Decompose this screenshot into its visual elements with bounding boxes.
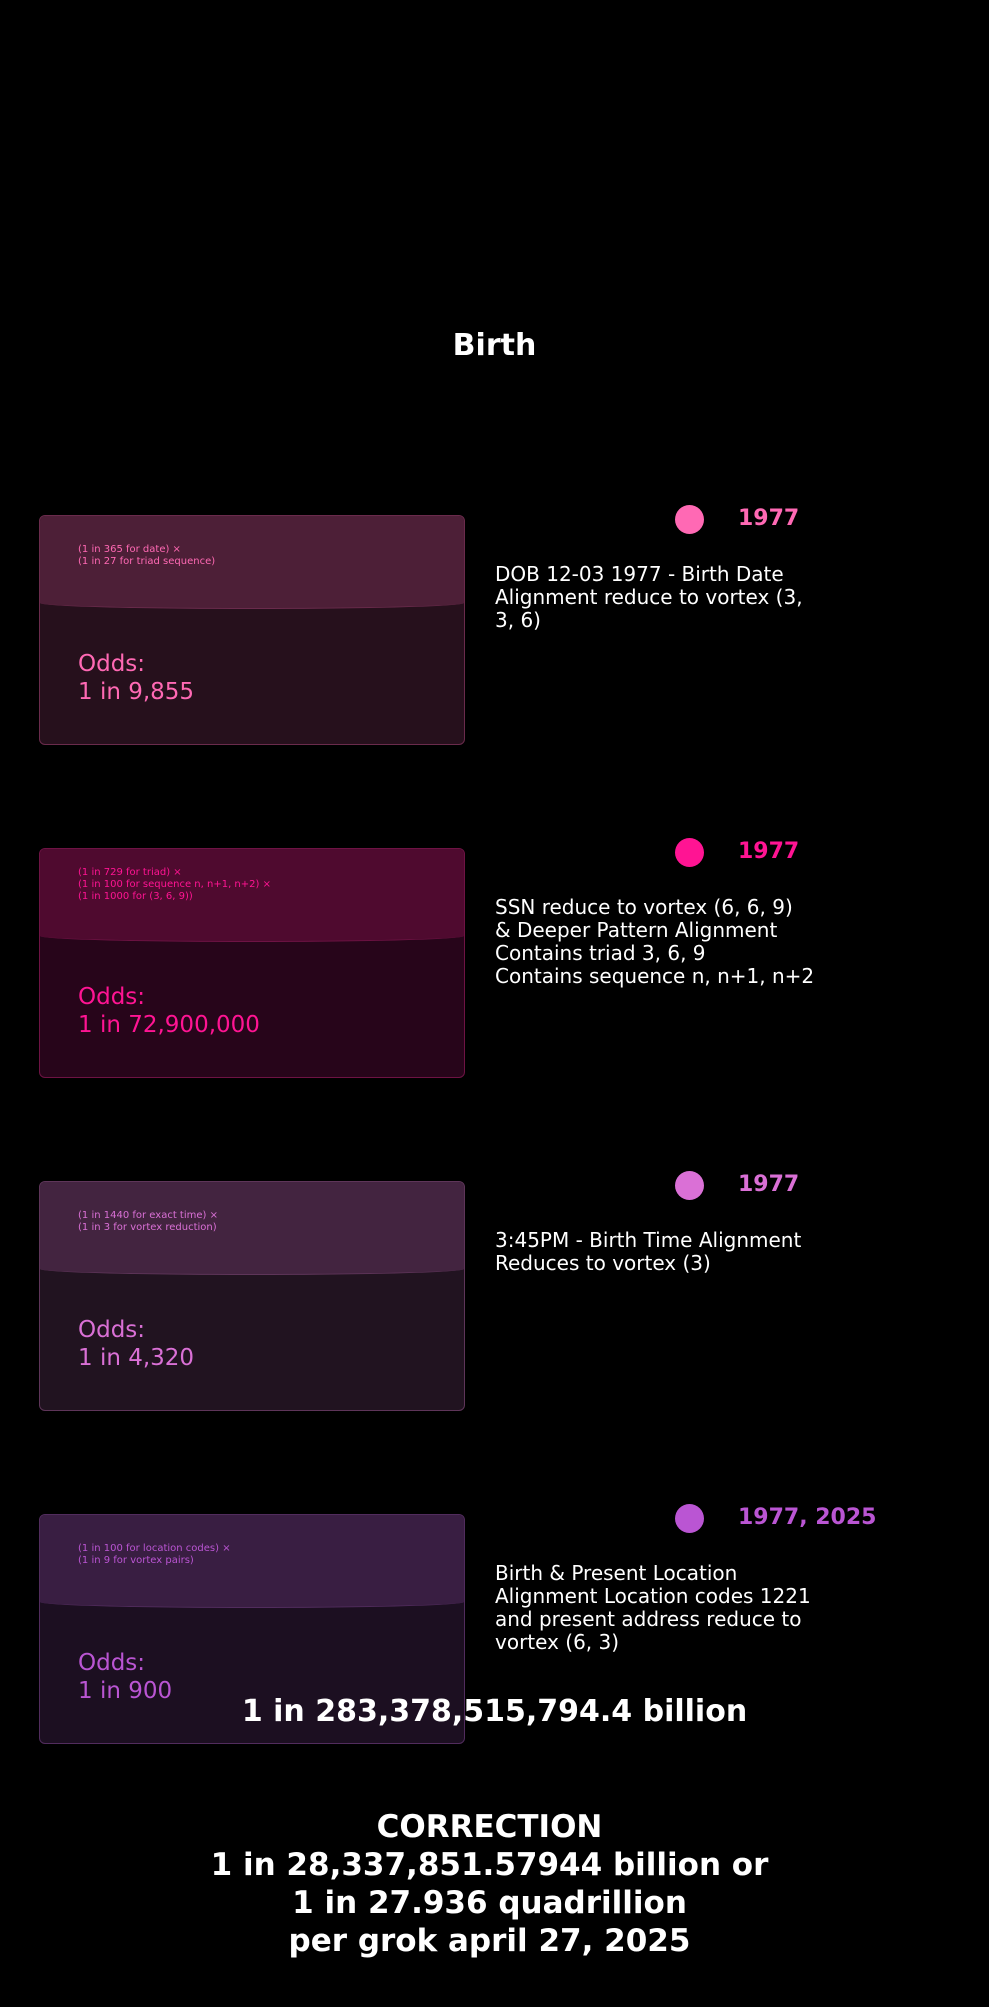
odds-formula: (1 in 100 for location codes) × (1 in 9 … bbox=[78, 1543, 231, 1566]
correction-text: CORRECTION 1 in 28,337,851.57944 billion… bbox=[210, 1809, 769, 1959]
odds-card-header: (1 in 365 for date) × (1 in 27 for triad… bbox=[40, 516, 464, 609]
odds-value: Odds: 1 in 72,900,000 bbox=[78, 984, 260, 1038]
timeline-dot bbox=[675, 1171, 704, 1200]
event-description: 3:45PM - Birth Time Alignment Reduces to… bbox=[495, 1228, 802, 1275]
timeline-dot bbox=[675, 838, 704, 867]
event-year: 1977 bbox=[738, 506, 800, 531]
odds-card-header: (1 in 100 for location codes) × (1 in 9 … bbox=[40, 1515, 464, 1608]
odds-value: Odds: 1 in 4,320 bbox=[78, 1317, 195, 1371]
odds-formula: (1 in 729 for triad) × (1 in 100 for seq… bbox=[78, 867, 271, 902]
timeline-dot bbox=[675, 505, 704, 534]
odds-value: Odds: 1 in 9,855 bbox=[78, 651, 195, 705]
odds-card-header: (1 in 1440 for exact time) × (1 in 3 for… bbox=[40, 1182, 464, 1275]
event-description: Birth & Present Location Alignment Locat… bbox=[495, 1561, 811, 1654]
page-title: Birth bbox=[452, 328, 537, 363]
odds-card: (1 in 365 for date) × (1 in 27 for triad… bbox=[39, 515, 465, 745]
odds-card: (1 in 729 for triad) × (1 in 100 for seq… bbox=[39, 848, 465, 1078]
total-odds: 1 in 283,378,515,794.4 billion bbox=[241, 1694, 748, 1729]
odds-formula: (1 in 1440 for exact time) × (1 in 3 for… bbox=[78, 1210, 218, 1233]
event-year: 1977, 2025 bbox=[738, 1505, 877, 1530]
timeline-dot bbox=[675, 1504, 704, 1533]
odds-value: Odds: 1 in 900 bbox=[78, 1650, 173, 1704]
odds-card: (1 in 100 for location codes) × (1 in 9 … bbox=[39, 1514, 465, 1744]
event-year: 1977 bbox=[738, 839, 800, 864]
event-description: SSN reduce to vortex (6, 6, 9) & Deeper … bbox=[495, 895, 815, 988]
event-description: DOB 12-03 1977 - Birth Date Alignment re… bbox=[495, 562, 803, 632]
event-year: 1977 bbox=[738, 1172, 800, 1197]
odds-formula: (1 in 365 for date) × (1 in 27 for triad… bbox=[78, 544, 216, 567]
odds-card: (1 in 1440 for exact time) × (1 in 3 for… bbox=[39, 1181, 465, 1411]
odds-card-header: (1 in 729 for triad) × (1 in 100 for seq… bbox=[40, 849, 464, 942]
